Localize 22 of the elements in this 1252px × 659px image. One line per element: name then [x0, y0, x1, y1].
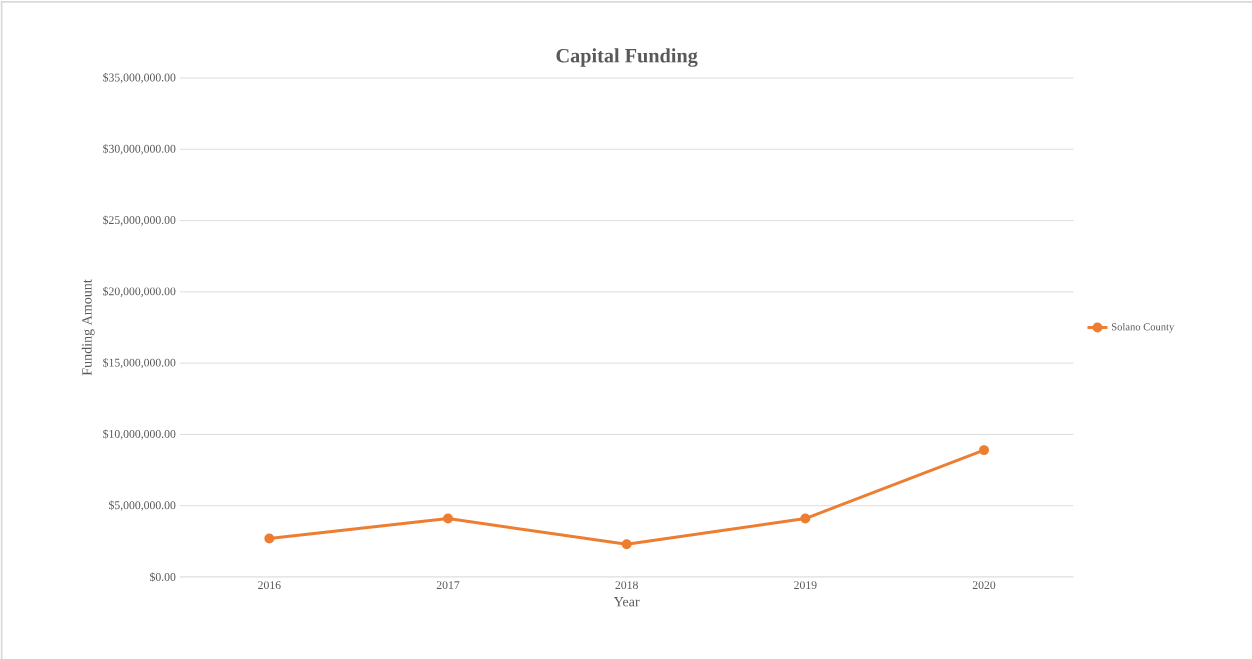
y-tick-label: $20,000,000.00	[103, 286, 176, 297]
y-tick-label: $30,000,000.00	[103, 144, 176, 155]
y-tick-label: $0.00	[150, 572, 176, 582]
y-tick-label: $15,000,000.00	[103, 357, 176, 369]
point	[443, 513, 453, 524]
y-tick-label: $25,000,000.00	[103, 215, 176, 226]
y-axis-title: Funding Amount	[81, 279, 95, 376]
x-tick-label: 2016	[258, 581, 281, 590]
point	[264, 533, 275, 544]
x-axis-title: Year	[613, 597, 640, 607]
x-tick-label: 2019	[794, 581, 817, 590]
y-tick-label: $5,000,000.00	[108, 500, 176, 511]
point	[621, 539, 632, 550]
x-tick-label: 2018	[615, 581, 638, 590]
point	[800, 513, 811, 524]
y-tick-label: $10,000,000.00	[103, 429, 176, 440]
legend-label: Solano County	[1111, 322, 1175, 333]
chart-title: Capital Funding	[556, 48, 698, 67]
y-tick-label: $35,000,000.00	[103, 72, 176, 84]
x-tick-label: 2017	[436, 581, 460, 590]
point	[979, 445, 989, 456]
x-tick-label: 2020	[972, 581, 996, 590]
